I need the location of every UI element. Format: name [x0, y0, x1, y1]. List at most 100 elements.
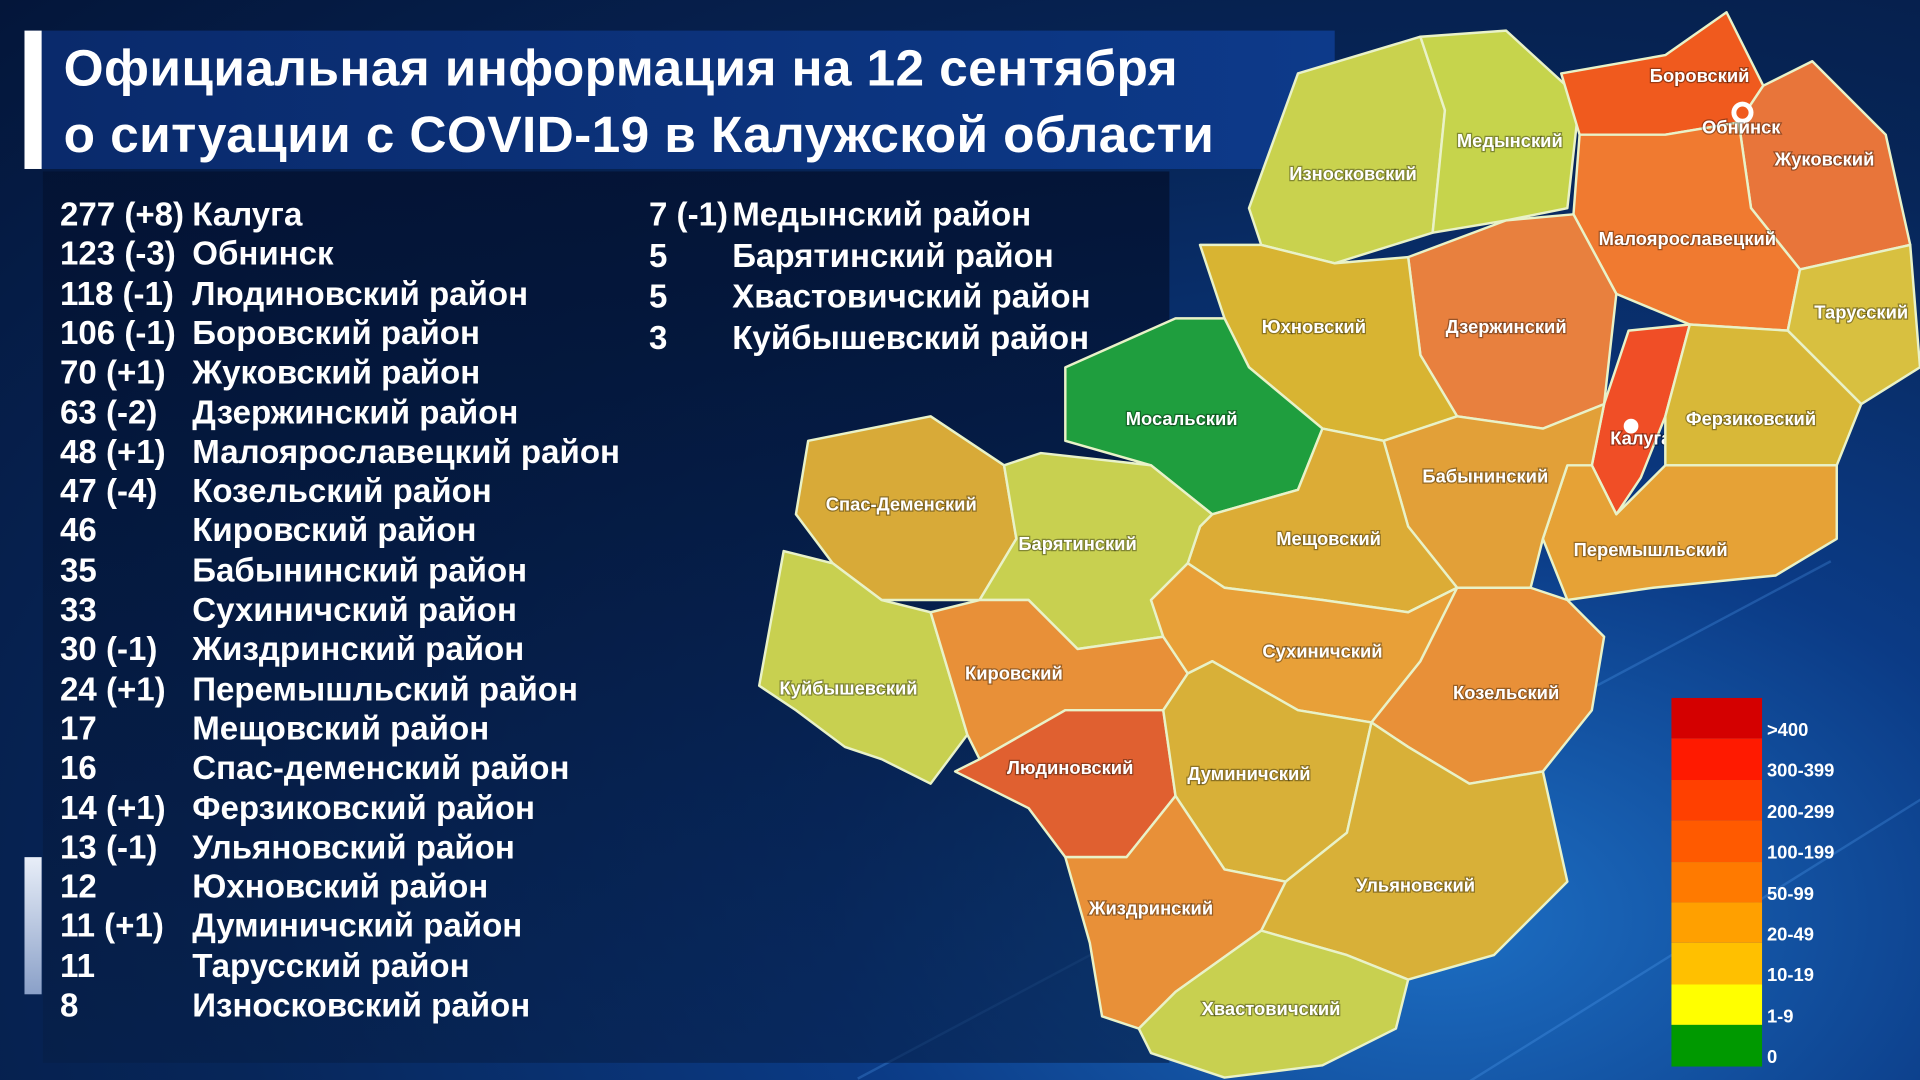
district-shape	[757, 549, 969, 785]
legend-label: 0	[1766, 1047, 1778, 1068]
case-count: 7 (-1)	[648, 195, 728, 233]
case-count: 48 (+1)	[60, 433, 166, 470]
district-name: Обнинск	[192, 235, 334, 273]
district-label: Мосальский	[1126, 408, 1238, 429]
legend-label: 100-199	[1766, 842, 1835, 864]
legend-swatch	[1671, 861, 1763, 903]
district-name: Жиздринский район	[192, 630, 525, 668]
district-label: Тарусский	[1814, 301, 1908, 322]
district-region: Юхновский	[1198, 243, 1459, 443]
title-line-2: о ситуации с COVID-19 в Калужской област…	[63, 105, 1215, 163]
legend-swatch	[1671, 738, 1763, 780]
legend-label: 50-99	[1766, 883, 1814, 905]
district-region: Спас-Деменский	[794, 415, 1018, 602]
district-label: Ульяновский	[1356, 874, 1475, 895]
district-region: Ульяновский	[1260, 721, 1569, 981]
case-count: 8	[60, 986, 79, 1024]
district-label: Малоярославецкий	[1599, 228, 1776, 249]
district-name: Куйбышевский район	[732, 319, 1090, 357]
district-region: Куйбышевский	[757, 549, 969, 785]
district-name: Ферзиковский район	[192, 789, 536, 826]
district-region: Ферзиковский	[1664, 323, 1863, 467]
legend-swatch	[1671, 943, 1763, 985]
district-name: Юхновский район	[192, 868, 489, 906]
district-label: Боровский	[1650, 65, 1750, 86]
district-name: Медынский район	[732, 195, 1032, 233]
district-name: Тарусский район	[192, 947, 470, 985]
legend-label: >400	[1766, 720, 1809, 741]
district-name: Перемышльский район	[192, 670, 578, 708]
case-count: 16	[60, 749, 97, 787]
case-count: 70 (+1)	[60, 354, 166, 391]
case-count: 106 (-1)	[60, 314, 176, 352]
district-label: Жуковский	[1774, 148, 1875, 169]
case-count: 5	[648, 237, 668, 274]
district-name: Бабынинский район	[192, 551, 528, 589]
district-name: Козельский район	[192, 472, 492, 510]
case-count: 118 (-1)	[60, 275, 174, 312]
district-label: Дзержинский	[1446, 316, 1567, 337]
district-name: Хвастовичский район	[732, 278, 1091, 316]
case-count: 33	[60, 591, 97, 629]
district-name: Кировский район	[192, 512, 477, 550]
legend-label: 20-49	[1766, 924, 1814, 946]
district-label: Людиновский	[1007, 757, 1133, 778]
case-count: 5	[648, 278, 668, 316]
district-label: Думиничский	[1187, 763, 1310, 784]
legend-swatch	[1671, 1025, 1763, 1067]
district-name: Малоярославецкий район	[192, 433, 620, 470]
district-label: Барятинский	[1018, 533, 1136, 554]
legend-swatch	[1671, 902, 1763, 944]
district-region: Хвастовичский	[1137, 929, 1410, 1079]
district-name: Калуга	[192, 195, 303, 233]
district-region: Бабынинский	[1382, 402, 1606, 589]
case-count: 17	[60, 710, 97, 747]
case-count: 46	[60, 512, 97, 550]
legend-swatch	[1671, 779, 1763, 821]
district-name: Думиничский район	[192, 907, 523, 945]
case-count: 11	[60, 947, 95, 985]
district-shape	[1247, 35, 1447, 265]
case-count: 277 (+8)	[60, 195, 185, 233]
side-accent-bar	[24, 857, 42, 995]
district-name: Дзержинский район	[192, 393, 519, 431]
district-name: Износковский район	[192, 986, 531, 1024]
district-shape	[1541, 464, 1838, 602]
legend-label: 10-19	[1766, 965, 1814, 987]
district-label: Юхновский	[1262, 316, 1366, 337]
district-label: Медынский	[1457, 130, 1563, 151]
case-count: 30 (-1)	[60, 630, 158, 668]
title-line-1: Официальная информация на 12 сентября	[63, 39, 1179, 97]
district-label: Кировский	[965, 663, 1063, 684]
district-label: Износковский	[1289, 163, 1417, 184]
legend-swatch	[1671, 984, 1763, 1026]
title-box	[24, 30, 1335, 169]
case-count: 35	[60, 551, 97, 589]
district-label: Перемышльский	[1574, 539, 1728, 560]
district-name: Ульяновский район	[192, 828, 515, 866]
case-count: 14 (+1)	[60, 789, 166, 826]
legend-label: 200-299	[1766, 801, 1835, 823]
case-count: 47 (-4)	[60, 472, 158, 510]
district-region: Козельский	[1370, 586, 1606, 785]
district-name: Сухиничский район	[192, 591, 517, 629]
legend-swatch	[1671, 820, 1763, 862]
district-shape	[1419, 29, 1581, 234]
case-count: 3	[648, 319, 668, 357]
kaluga-city-marker	[1623, 418, 1639, 434]
district-name: Боровский район	[192, 314, 480, 352]
district-region: Дзержинский	[1406, 213, 1618, 430]
district-label: Хвастовичский	[1202, 998, 1341, 1019]
district-label: Ферзиковский	[1686, 408, 1816, 429]
case-count: 24 (+1)	[60, 670, 166, 708]
district-region: Медынский	[1419, 29, 1581, 234]
title-accent-bar	[24, 30, 42, 169]
district-label: Жиздринский	[1088, 898, 1213, 919]
district-label: Козельский	[1453, 682, 1559, 703]
district-name: Спас-деменский район	[192, 749, 570, 787]
case-count: 63 (-2)	[60, 393, 158, 431]
district-region: Перемышльский	[1541, 464, 1838, 602]
district-label: Калуга	[1610, 427, 1672, 448]
district-label: Бабынинский	[1422, 465, 1548, 486]
